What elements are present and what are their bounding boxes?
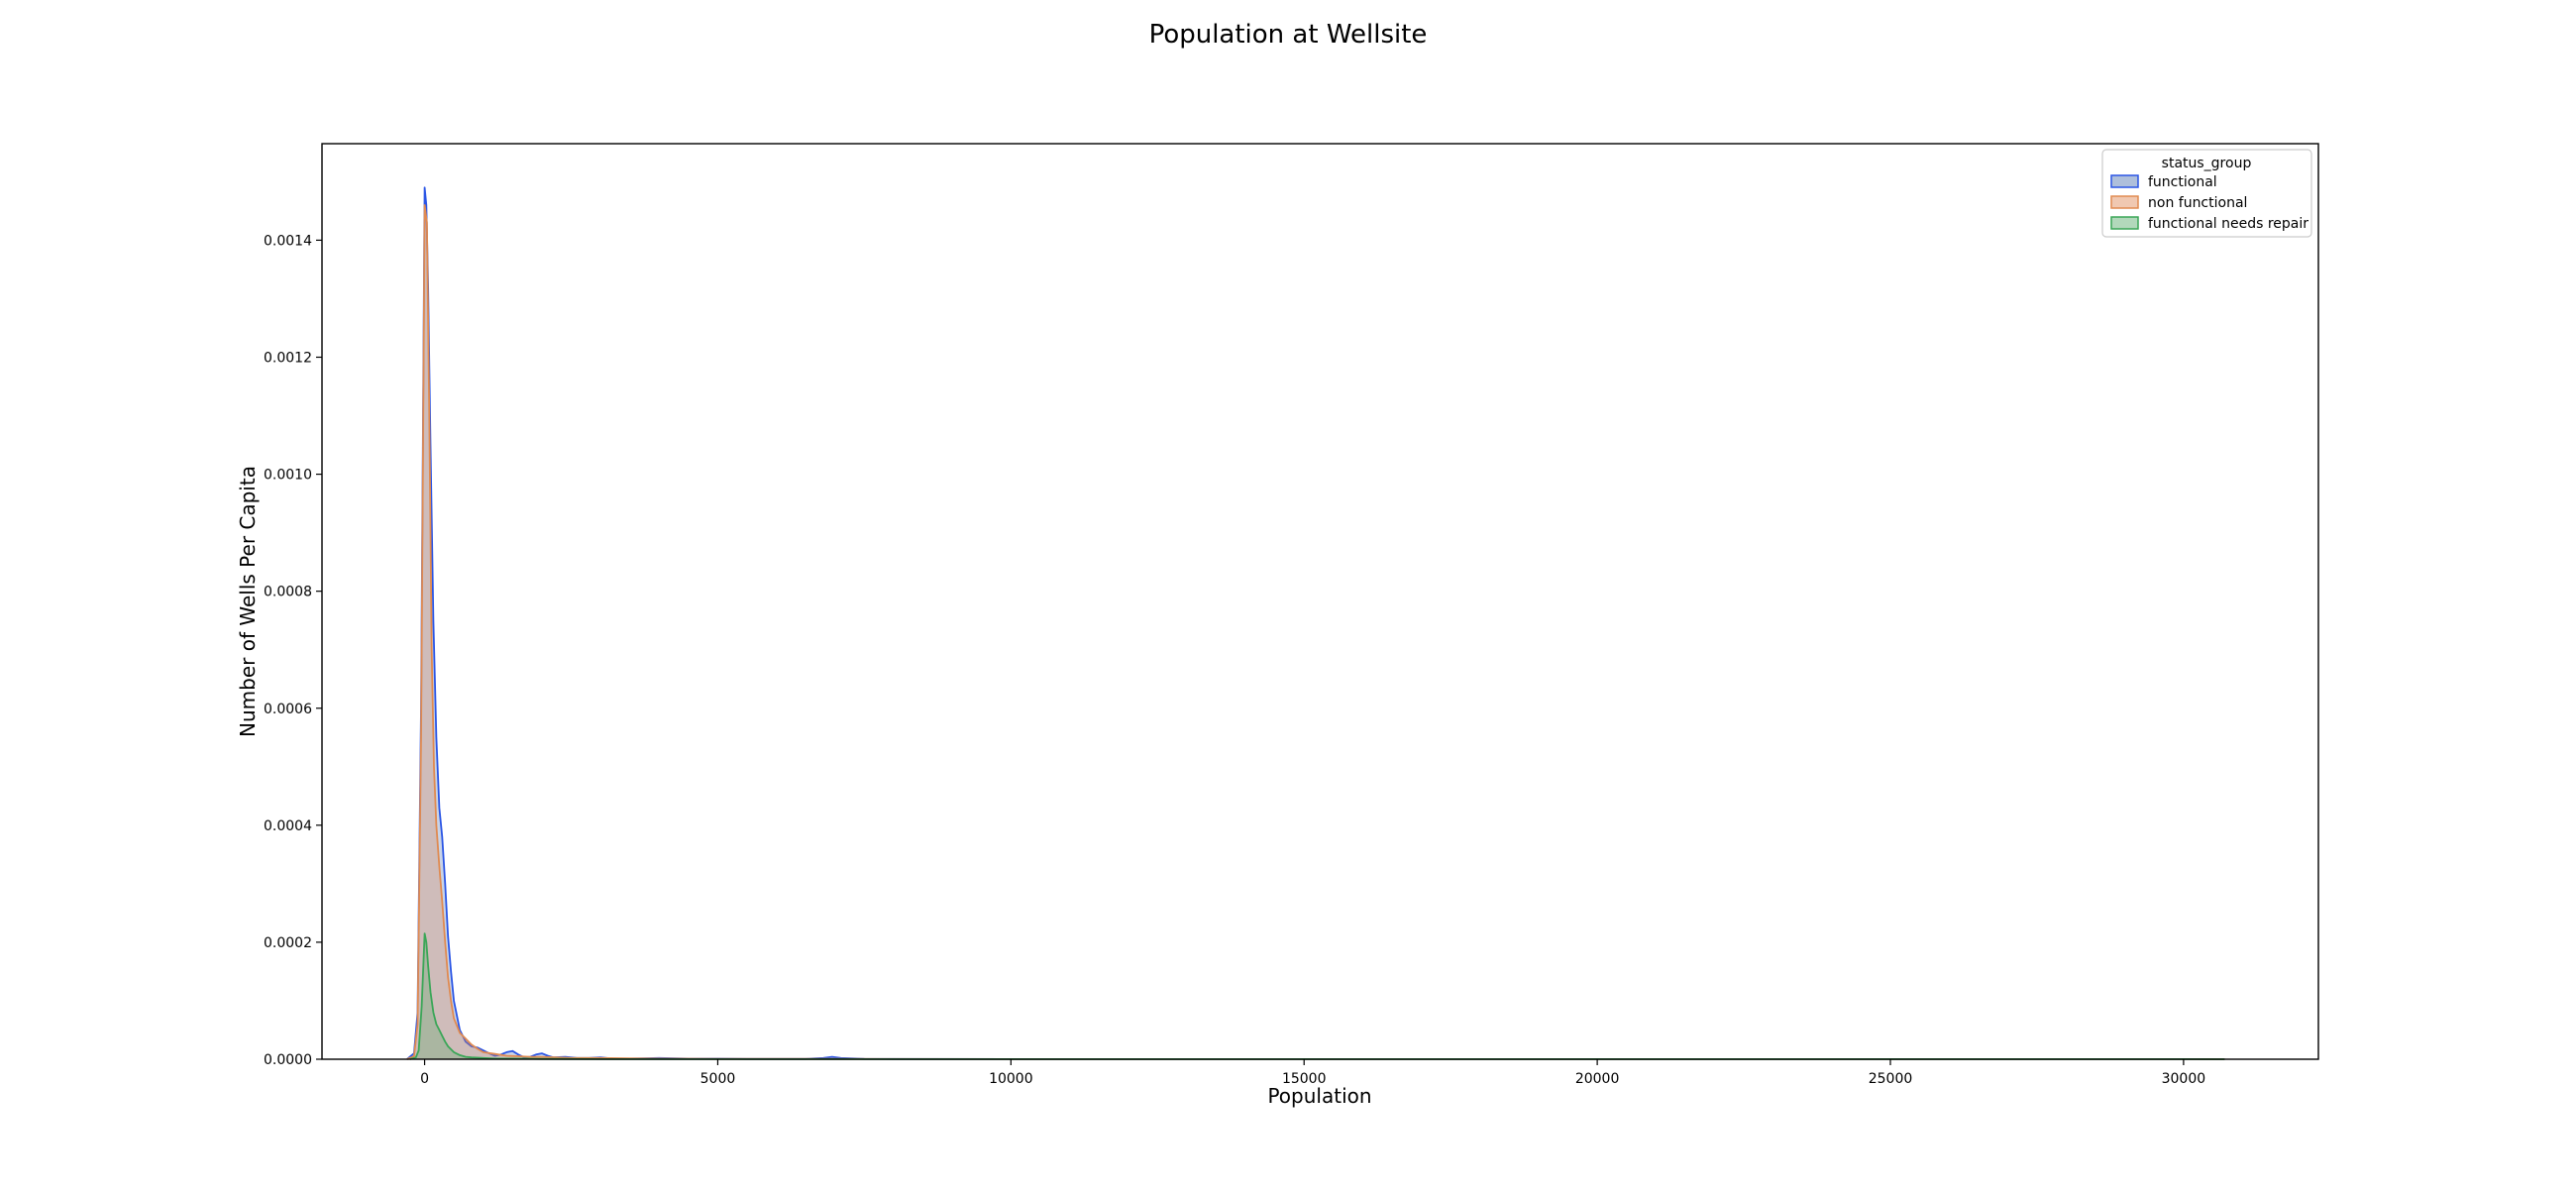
legend-swatch-functional: [2110, 174, 2139, 188]
y-tick-label: 0.0008: [264, 585, 312, 600]
legend-swatch-functional-needs-repair: [2110, 216, 2139, 230]
x-axis-label: Population: [1267, 1084, 1371, 1108]
legend-swatch-non-functional: [2110, 195, 2139, 209]
line-functional: [406, 186, 2225, 1060]
legend-label-functional: functional: [2148, 174, 2217, 190]
area-functional: [406, 187, 2225, 1060]
x-tick-label: 15000: [1282, 1071, 1327, 1087]
density-areas: [406, 186, 2225, 1060]
line-functional-needs-repair: [409, 932, 2225, 1060]
y-tick-label: 0.0014: [264, 233, 312, 249]
line-non-functional: [406, 204, 2225, 1060]
x-tick-label: 30000: [2162, 1071, 2206, 1087]
y-tick-label: 0.0000: [264, 1052, 312, 1068]
legend-label-functional-needs-repair: functional needs repair: [2148, 216, 2308, 232]
x-tick-label: 10000: [989, 1071, 1033, 1087]
y-tick-label: 0.0006: [264, 702, 312, 717]
legend-title: status_group: [2162, 156, 2252, 171]
plot-frame: [321, 143, 2319, 1060]
legend-label-non-functional: non functional: [2148, 195, 2247, 211]
area-functional-needs-repair: [409, 933, 2225, 1059]
y-axis-label: Number of Wells Per Capita: [236, 466, 260, 737]
legend-box: [2101, 149, 2312, 238]
y-tick-label: 0.0002: [264, 935, 312, 951]
y-tick-label: 0.0012: [264, 351, 312, 367]
x-tick-label: 5000: [700, 1071, 736, 1087]
x-tick-label: 25000: [1869, 1071, 1913, 1087]
y-tick-label: 0.0004: [264, 818, 312, 834]
x-axis-ticks: 0 5000 10000 15000 20000 25000 30000: [420, 1059, 2205, 1087]
y-axis-ticks: 0.0000 0.0002 0.0004 0.0006 0.0008 0.0010 0.00…: [264, 233, 322, 1068]
area-non-functional: [406, 205, 2225, 1059]
chart-title: Population at Wellsite: [1149, 20, 1428, 50]
x-tick-label: 0: [420, 1071, 429, 1087]
legend-items: functional non functional functional needs…: [2110, 174, 2308, 232]
y-tick-label: 0.0010: [264, 468, 312, 484]
x-tick-label: 20000: [1575, 1071, 1620, 1087]
